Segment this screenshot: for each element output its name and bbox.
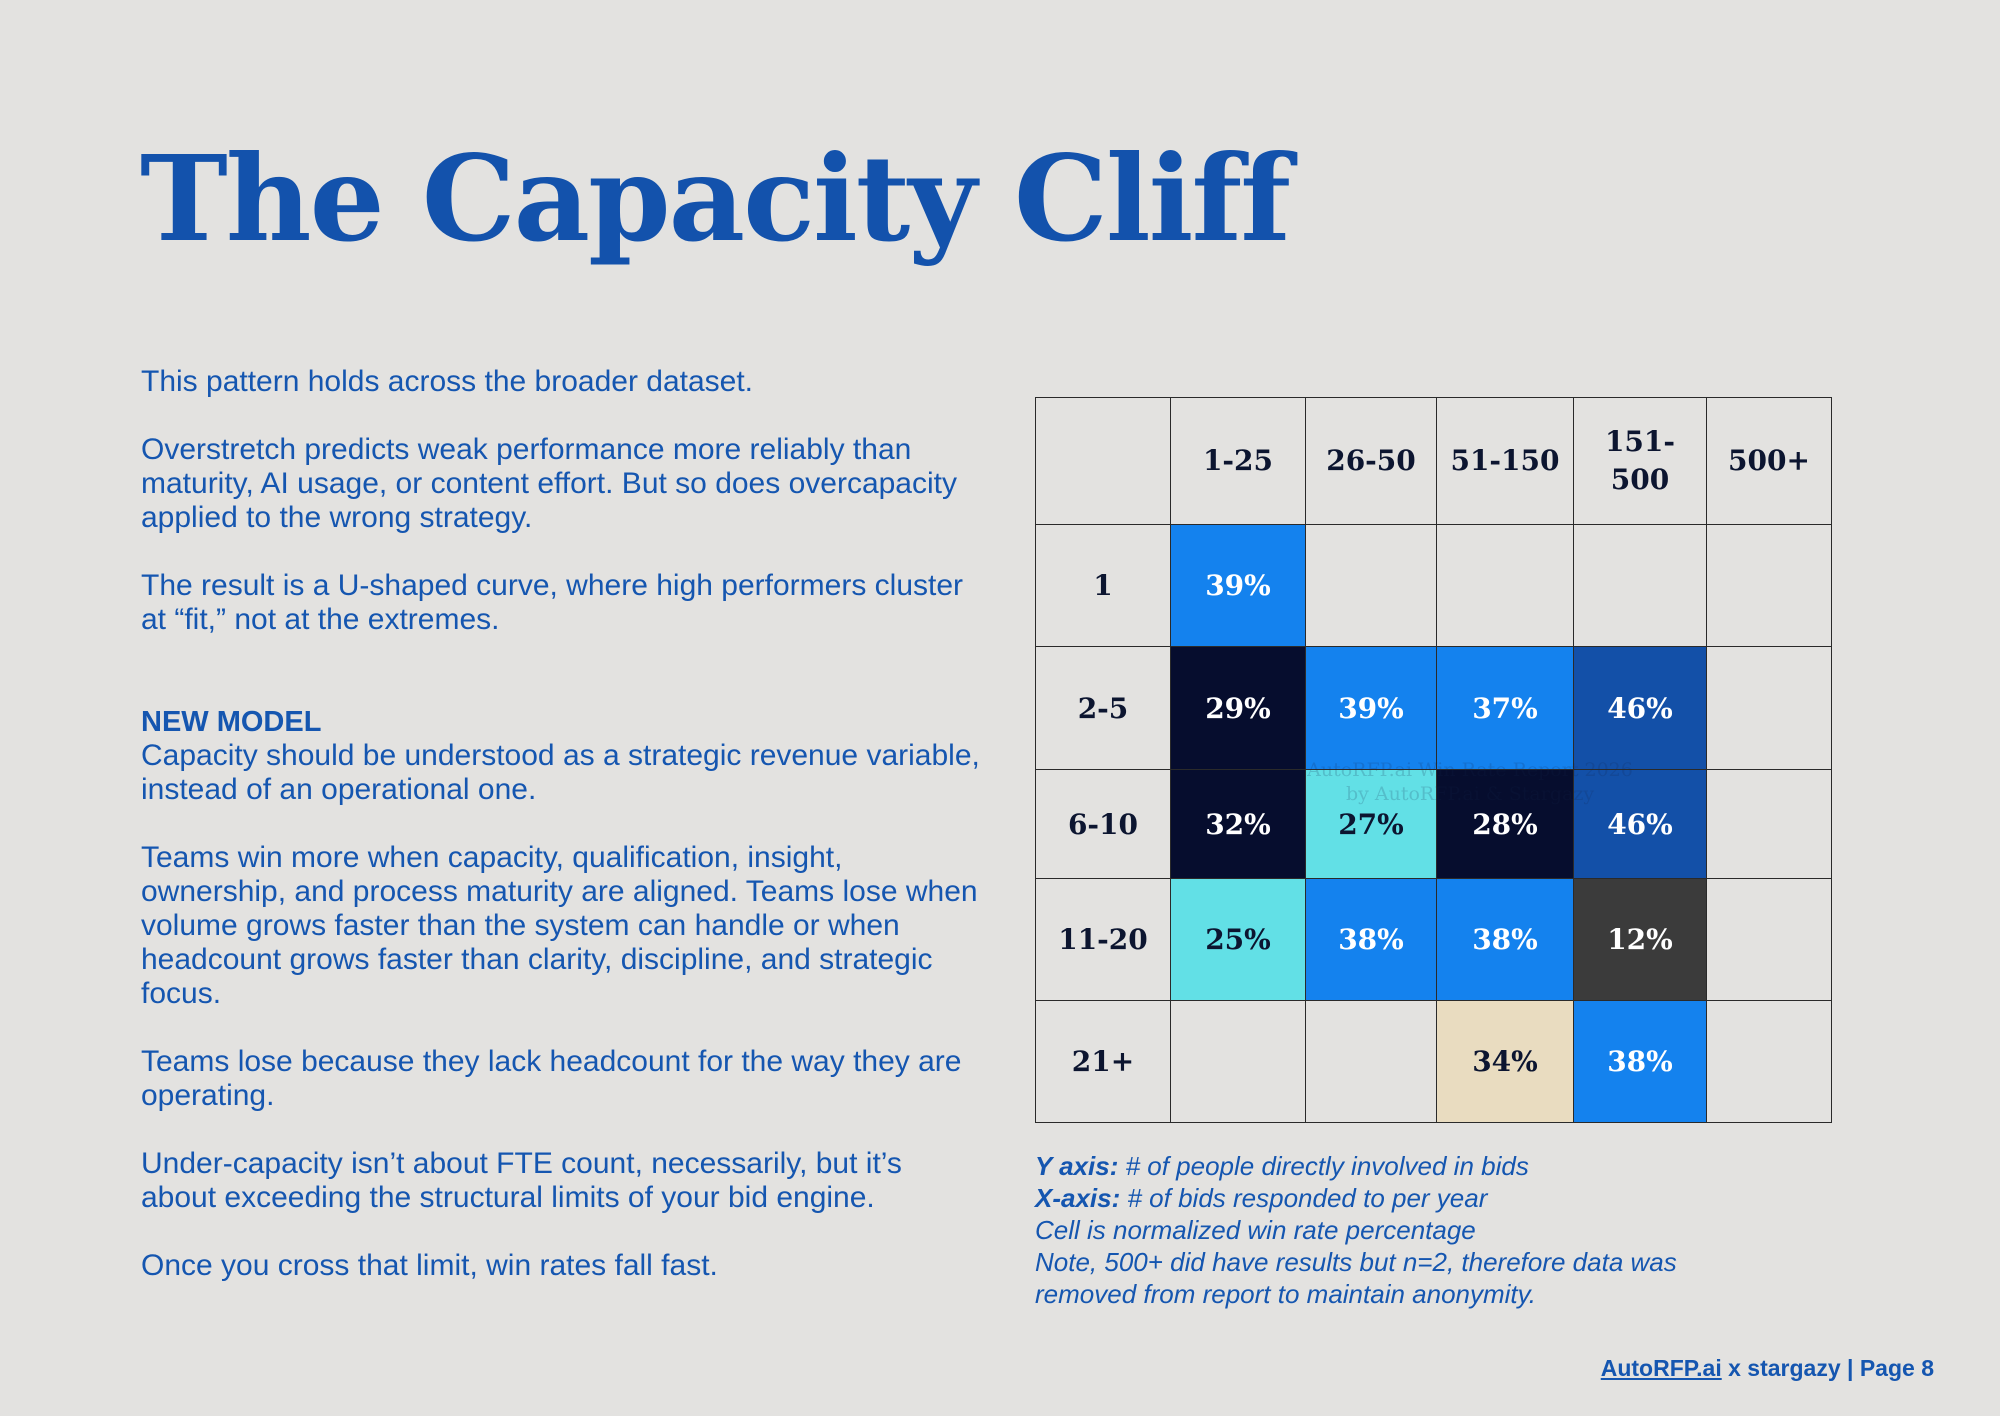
heatmap-cell: [1706, 878, 1832, 1001]
page-title: The Capacity Cliff: [140, 129, 1291, 268]
heatmap-corner: [1035, 397, 1171, 525]
paragraph: Teams win more when capacity, qualificat…: [141, 841, 978, 1010]
x-axis-label: X-axis:: [1035, 1183, 1121, 1213]
anonymity-note-2: removed from report to maintain anonymit…: [1035, 1279, 1536, 1309]
heatmap-cell: 34%: [1436, 1000, 1574, 1123]
column-header: 51-150: [1436, 397, 1574, 525]
heatmap-cell: [1573, 524, 1707, 647]
heatmap-cell: [1305, 1000, 1437, 1123]
capacity-heatmap: 1-25 26-50 51-150 151- 500 500+ 1 39% 2-5 29% 39%…: [1035, 397, 1832, 1123]
heatmap-cell: [1170, 1000, 1306, 1123]
paragraph: Teams lose because they lack headcount f…: [141, 1045, 962, 1112]
cell-note: Cell is normalized win rate percentage: [1035, 1215, 1476, 1245]
heatmap-cell: [1436, 524, 1574, 647]
heatmap-cell: 38%: [1305, 878, 1437, 1001]
heatmap-cell: 46%: [1573, 769, 1707, 879]
footer: AutoRFP.ai x stargazy | Page 8: [1601, 1355, 1934, 1382]
footer-text: x stargazy | Page 8: [1721, 1355, 1934, 1381]
heatmap-cell: [1305, 524, 1437, 647]
x-axis-note: X-axis: # of bids responded to per year: [1035, 1182, 1677, 1214]
heatmap-cell: 12%: [1573, 878, 1707, 1001]
paragraph: The result is a U-shaped curve, where hi…: [141, 569, 964, 636]
column-header: 1-25: [1170, 397, 1306, 525]
row-header: 21+: [1035, 1000, 1171, 1123]
column-header: 26-50: [1305, 397, 1437, 525]
section-kicker: NEW MODEL: [141, 706, 322, 738]
heatmap-cell: 38%: [1436, 878, 1574, 1001]
heatmap-cell: 29%: [1170, 646, 1306, 770]
chart-notes: Y axis: # of people directly involved in…: [1035, 1150, 1677, 1310]
heatmap-cell: [1706, 524, 1832, 647]
x-axis-text: # of bids responded to per year: [1120, 1183, 1488, 1213]
heatmap-cell: 46%: [1573, 646, 1707, 770]
paragraph: Once you cross that limit, win rates fal…: [141, 1249, 718, 1282]
column-header: 500+: [1706, 397, 1832, 525]
row-header: 2-5: [1035, 646, 1171, 770]
heatmap-cell: 37%: [1436, 646, 1574, 770]
heatmap-cell: [1706, 646, 1832, 770]
heatmap-cell: 28%: [1436, 769, 1574, 879]
y-axis-note: Y axis: # of people directly involved in…: [1035, 1150, 1677, 1182]
column-header: 151- 500: [1573, 397, 1707, 525]
anonymity-note-1: Note, 500+ did have results but n=2, the…: [1035, 1247, 1677, 1277]
paragraph: Under-capacity isn’t about FTE count, ne…: [141, 1147, 902, 1214]
paragraph: This pattern holds across the broader da…: [141, 365, 754, 398]
heatmap-cell: [1706, 1000, 1832, 1123]
heatmap-cell: 32%: [1170, 769, 1306, 879]
row-header: 6-10: [1035, 769, 1171, 879]
paragraph: Overstretch predicts weak performance mo…: [141, 433, 957, 534]
autorfp-link[interactable]: AutoRFP.ai: [1600, 1355, 1722, 1381]
heatmap-cell: [1706, 769, 1832, 879]
heatmap-cell: 27%: [1305, 769, 1437, 879]
heatmap-cell: 38%: [1573, 1000, 1707, 1123]
heatmap-cell: 39%: [1305, 646, 1437, 770]
body-text: This pattern holds across the broader da…: [141, 365, 981, 1317]
heatmap-cell: 39%: [1170, 524, 1306, 647]
heatmap-cell: 25%: [1170, 878, 1306, 1001]
y-axis-text: # of people directly involved in bids: [1118, 1151, 1529, 1181]
row-header: 1: [1035, 524, 1171, 647]
paragraph: Capacity should be understood as a strat…: [141, 739, 980, 806]
y-axis-label: Y axis:: [1035, 1151, 1119, 1181]
row-header: 11-20: [1035, 878, 1171, 1001]
